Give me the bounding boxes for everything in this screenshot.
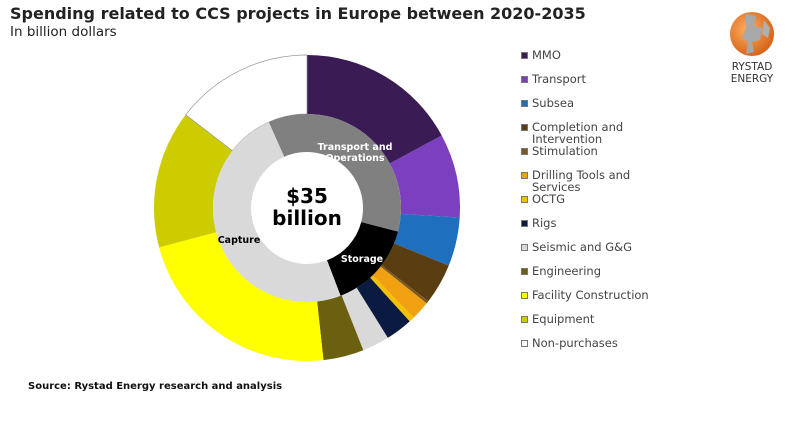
legend-label: Equipment: [532, 312, 595, 326]
inner-slice-storage: [326, 222, 398, 296]
legend-swatch: [521, 76, 528, 83]
legend-label: Seismic and G&G: [532, 240, 633, 254]
legend-swatch: [521, 316, 528, 323]
inner-slice-label: Operations: [325, 153, 385, 164]
legend-label: Completion and Intervention: [532, 120, 624, 146]
chart-subtitle: In billion dollars: [10, 24, 117, 40]
center-total-label: billion: [272, 206, 342, 230]
legend-label: Rigs: [532, 216, 557, 230]
legend-label: Subsea: [532, 96, 575, 110]
legend-swatch: [521, 124, 528, 131]
outer-slice-transport: [389, 135, 460, 218]
legend-swatch: [521, 148, 528, 155]
center-total-label: $35: [286, 184, 328, 208]
legend-swatch: [521, 172, 528, 179]
outer-slice-mmo: [307, 55, 442, 164]
inner-slice-transport-and-operations: [268, 114, 401, 232]
outer-slice-stimulation: [380, 265, 429, 304]
legend-label: Non-purchases: [532, 336, 618, 350]
logo-text: RYSTAD ENERGY: [730, 61, 774, 85]
legend-swatch: [521, 340, 528, 347]
outer-slice-equipment: [154, 114, 233, 248]
inner-slice-label: Transport and: [318, 142, 393, 153]
outer-slice-octg: [370, 275, 414, 322]
legend-label: Facility Construction: [532, 288, 649, 302]
outer-slice-engineering: [317, 295, 364, 361]
source-note: Source: Rystad Energy research and analy…: [28, 381, 283, 392]
legend-label: Engineering: [532, 264, 601, 278]
legend-swatch: [521, 268, 528, 275]
legend-swatch: [521, 196, 528, 203]
legend-label: MMO: [532, 48, 561, 62]
outer-slice-facility-construction: [159, 232, 324, 361]
outer-slice-completion-and-intervention: [381, 243, 449, 302]
legend-label: Stimulation: [532, 144, 598, 158]
legend-swatch: [521, 244, 528, 251]
legend-swatch: [521, 220, 528, 227]
inner-slice-label: Storage: [341, 254, 383, 265]
outer-slice-drilling-tools-and-services: [372, 266, 427, 318]
legend-label: Transport: [532, 72, 586, 86]
outer-slice-subsea: [394, 213, 460, 266]
outer-slice-seismic-and-g-g: [341, 287, 388, 351]
inner-slice-capture: [213, 122, 341, 302]
chart-title: Spending related to CCS projects in Euro…: [10, 4, 586, 23]
outer-slice-rigs: [356, 277, 410, 338]
rystad-logo: RYSTAD ENERGY: [712, 8, 792, 85]
globe-logo-icon: [730, 12, 774, 56]
legend-swatch: [521, 292, 528, 299]
legend-label: OCTG: [532, 192, 566, 206]
legend-swatch: [521, 52, 528, 59]
legend-swatch: [521, 100, 528, 107]
legend-label: Drilling Tools and Services: [532, 168, 631, 194]
inner-slice-label: Capture: [218, 235, 261, 246]
